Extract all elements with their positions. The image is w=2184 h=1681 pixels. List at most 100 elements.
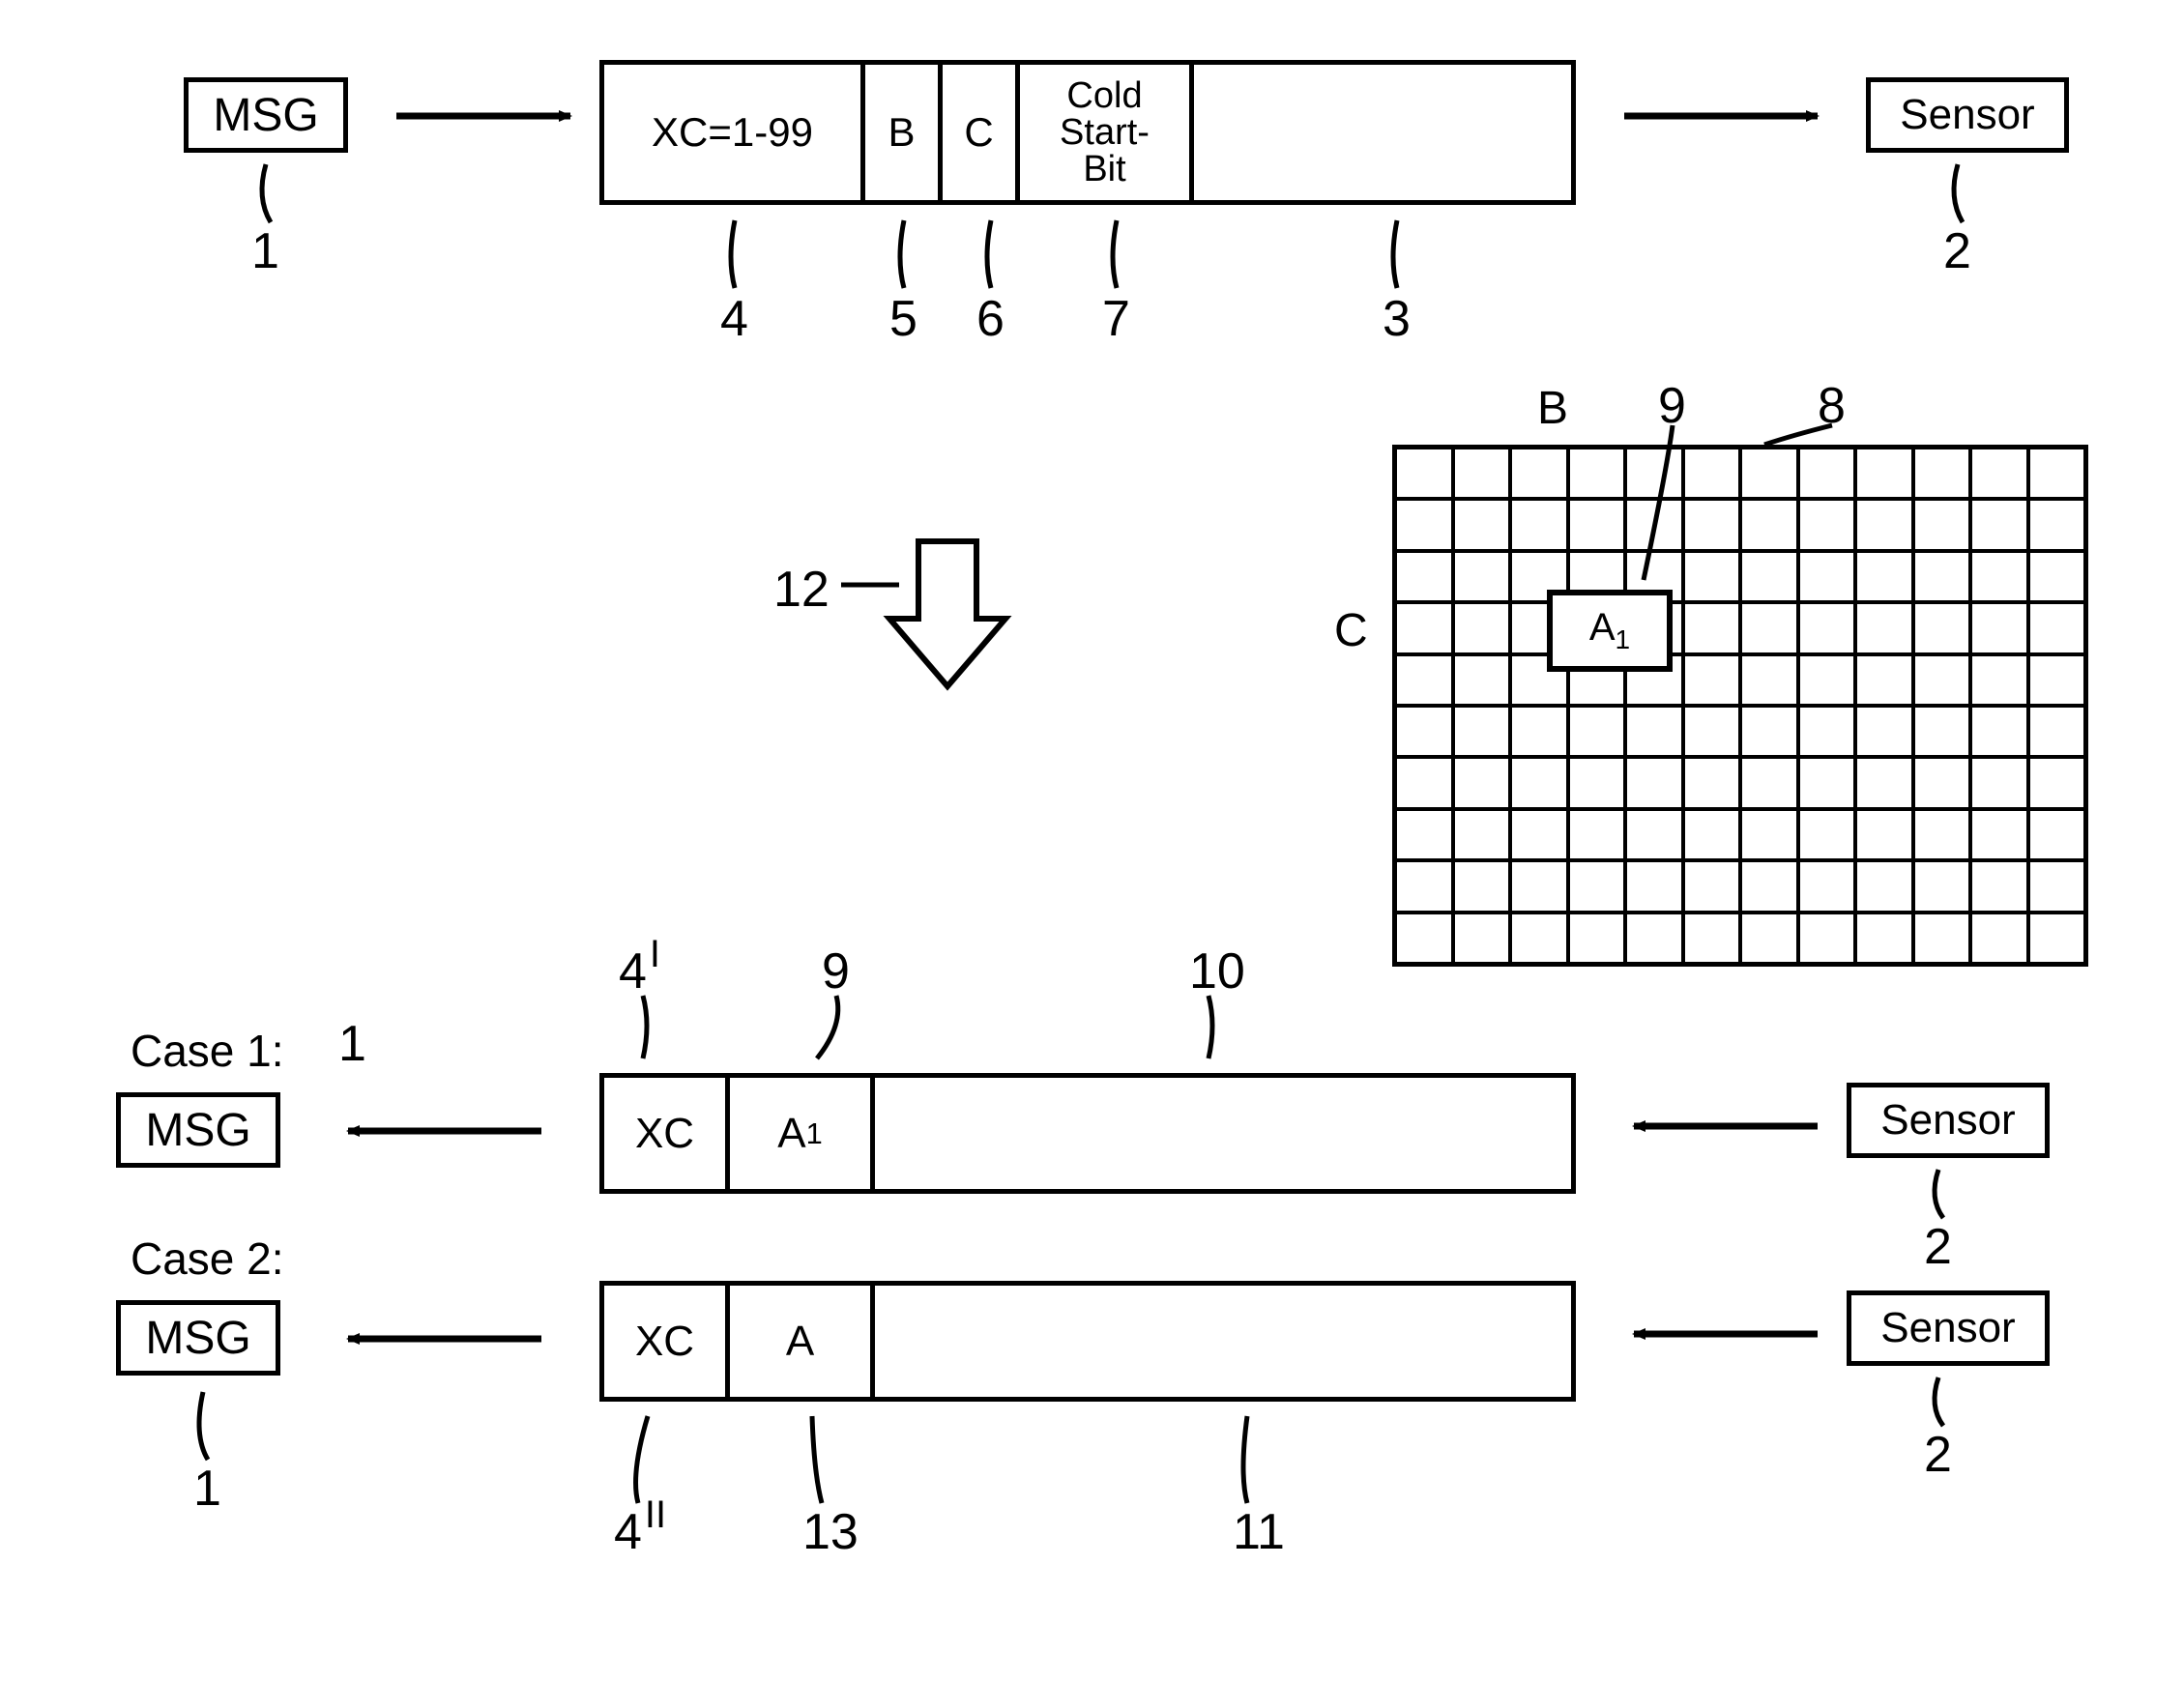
grid-cell xyxy=(1683,448,1741,499)
grid-cell xyxy=(1913,913,1971,964)
ref-2-mid: 2 xyxy=(1924,1218,1952,1276)
grid-cell xyxy=(1740,757,1798,808)
grid-cell xyxy=(1855,499,1913,550)
ref-10: 10 xyxy=(1189,942,1245,1000)
grid-cell xyxy=(1683,706,1741,757)
ref-2-top: 2 xyxy=(1943,222,1971,280)
grid-cell xyxy=(1913,860,1971,912)
frame-top: XC=1-99 B C ColdStart-Bit xyxy=(599,60,1576,205)
grid-cell xyxy=(1568,706,1626,757)
grid-cell xyxy=(1798,654,1856,706)
grid-cell xyxy=(2028,448,2086,499)
grid-cell xyxy=(1855,448,1913,499)
msg-box-mid: MSG xyxy=(116,1092,280,1168)
grid-cell xyxy=(1855,913,1913,964)
grid-cell xyxy=(1855,551,1913,602)
grid-cell xyxy=(1798,448,1856,499)
ref-9-top: 9 xyxy=(1658,377,1686,435)
ref-2-bot: 2 xyxy=(1924,1426,1952,1484)
ref-1-mid: 1 xyxy=(338,1015,366,1073)
grid-cell xyxy=(1395,860,1453,912)
ref-1-bot: 1 xyxy=(193,1460,221,1518)
grid-cell xyxy=(1798,860,1856,912)
grid-cell xyxy=(1740,499,1798,550)
grid-cell xyxy=(1740,448,1798,499)
grid-cell xyxy=(1740,602,1798,653)
grid-cell xyxy=(1395,809,1453,860)
grid-cell xyxy=(1568,913,1626,964)
frame-mid-xc: XC xyxy=(604,1078,730,1189)
grid-cell xyxy=(1510,913,1568,964)
grid-cell xyxy=(1510,860,1568,912)
grid-cell xyxy=(1510,706,1568,757)
grid-cell xyxy=(2028,757,2086,808)
grid-cell xyxy=(2028,499,2086,550)
grid-cell xyxy=(1855,860,1913,912)
grid-cell xyxy=(2028,706,2086,757)
grid-cell xyxy=(1683,654,1741,706)
frame-top-cell-c: C xyxy=(943,65,1020,200)
grid-cell xyxy=(1970,809,2028,860)
ref-9-mid: 9 xyxy=(822,942,850,1000)
frame-top-cell-xc: XC=1-99 xyxy=(604,65,865,200)
frame-bot-xc: XC xyxy=(604,1286,730,1397)
grid-cell xyxy=(1740,706,1798,757)
ref-8: 8 xyxy=(1818,377,1846,435)
grid-cell xyxy=(1625,706,1683,757)
ref-13: 13 xyxy=(802,1503,859,1561)
grid-cell xyxy=(1625,499,1683,550)
grid-cell xyxy=(1855,706,1913,757)
grid-cell xyxy=(1683,499,1741,550)
msg-label-mid: MSG xyxy=(145,1104,250,1157)
sensor-box-bot: Sensor xyxy=(1847,1290,2050,1366)
grid-cell xyxy=(1683,809,1741,860)
grid-cell xyxy=(1855,809,1913,860)
grid-cell xyxy=(1568,809,1626,860)
grid-cell xyxy=(1568,499,1626,550)
grid-cell xyxy=(1798,499,1856,550)
grid-cell xyxy=(1913,809,1971,860)
grid-cell xyxy=(1395,706,1453,757)
grid-cell xyxy=(1855,654,1913,706)
grid-cell xyxy=(1395,913,1453,964)
grid-cell xyxy=(1625,860,1683,912)
case2-label: Case 2: xyxy=(131,1232,284,1285)
grid-cell xyxy=(1740,913,1798,964)
grid-cell xyxy=(1625,757,1683,808)
msg-label-bot: MSG xyxy=(145,1312,250,1365)
frame-top-cell-empty xyxy=(1194,65,1571,200)
ref-4p: 4I xyxy=(619,942,657,1000)
grid-cell xyxy=(1453,551,1511,602)
grid-cell xyxy=(1510,757,1568,808)
grid-cell xyxy=(1395,499,1453,550)
grid-cell xyxy=(1510,499,1568,550)
grid-cell xyxy=(1568,860,1626,912)
ref-11: 11 xyxy=(1233,1503,1285,1561)
grid-cell xyxy=(1740,551,1798,602)
grid-cell xyxy=(1453,654,1511,706)
grid-cell xyxy=(1913,448,1971,499)
grid-cell xyxy=(1395,654,1453,706)
grid-cell xyxy=(2028,860,2086,912)
msg-box-top: MSG xyxy=(184,77,348,153)
grid-cell xyxy=(1740,860,1798,912)
grid-cell xyxy=(1453,499,1511,550)
grid-cell xyxy=(1683,551,1741,602)
grid-cell xyxy=(1970,706,2028,757)
grid-cell xyxy=(1970,499,2028,550)
msg-box-bot: MSG xyxy=(116,1300,280,1376)
frame-mid-empty xyxy=(875,1078,1571,1189)
grid-cell xyxy=(1453,448,1511,499)
grid-cell xyxy=(1683,757,1741,808)
grid-cell xyxy=(1740,809,1798,860)
grid-axis-b: B xyxy=(1537,382,1568,435)
grid-cell xyxy=(2028,654,2086,706)
sensor-label-bot: Sensor xyxy=(1880,1304,2015,1352)
grid-cell xyxy=(1855,602,1913,653)
grid-cell xyxy=(2028,602,2086,653)
grid-cell xyxy=(1798,913,1856,964)
grid-cell xyxy=(1453,706,1511,757)
case1-label: Case 1: xyxy=(131,1025,284,1077)
grid-cell xyxy=(1625,448,1683,499)
grid-highlight-a1: A1 xyxy=(1547,590,1673,672)
